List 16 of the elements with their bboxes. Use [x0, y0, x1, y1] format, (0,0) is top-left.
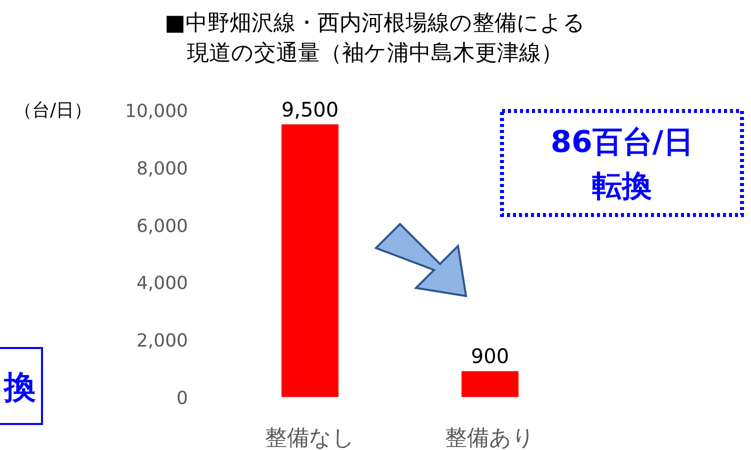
y-axis-title: （台/日） — [14, 100, 92, 121]
x-tick-label: 整備あり — [445, 426, 535, 450]
text: 転換 — [592, 169, 652, 204]
chart-title: ■中野畑沢線・西内河根場線の整備による — [164, 11, 586, 36]
data-label: 900 — [470, 344, 510, 368]
y-tick-label: 6,000 — [136, 216, 188, 237]
y-tick-label: 8,000 — [136, 158, 188, 180]
chart-subtitle: 現道の交通量（袖ケ浦中島木更津線） — [187, 41, 563, 66]
text: 換 — [3, 368, 36, 406]
annotation: 86百台/日 — [550, 125, 694, 160]
data-label: 9,500 — [281, 97, 339, 122]
y-tick-label: 10,000 — [125, 101, 188, 122]
y-tick-label: 2,000 — [136, 330, 188, 352]
x-tick-label: 整備なし — [265, 426, 355, 450]
y-tick-label: 0 — [176, 388, 188, 409]
y-tick-label: 4,000 — [136, 273, 188, 294]
